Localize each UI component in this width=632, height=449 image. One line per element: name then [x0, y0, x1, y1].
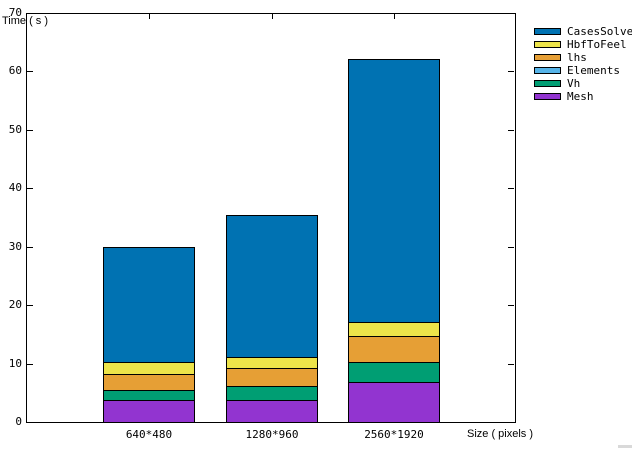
bar-segment-vh-640*480 — [103, 390, 195, 401]
legend-swatch-icon — [534, 41, 561, 48]
y-tick-right — [508, 71, 514, 72]
legend-label: HbfToFeel — [567, 38, 627, 51]
legend-label: Elements — [567, 64, 620, 77]
y-tick-label: 0 — [15, 415, 22, 428]
y-tick-right — [508, 247, 514, 248]
y-tick-label: 10 — [8, 357, 22, 370]
bar-segment-mesh-1280*960 — [226, 400, 318, 423]
bar-segment-mesh-640*480 — [103, 400, 195, 423]
y-tick-right — [508, 422, 514, 423]
y-tick-right — [508, 13, 514, 14]
y-tick-label: 60 — [8, 64, 22, 77]
y-tick-left — [27, 188, 33, 189]
y-tick-label: 70 — [8, 6, 22, 19]
x-category-label: 1280*960 — [245, 428, 299, 441]
y-tick-left — [27, 305, 33, 306]
y-tick-right — [508, 305, 514, 306]
bar-segment-casessolve-1280*960 — [226, 215, 318, 358]
x-tick-top — [149, 14, 150, 19]
y-tick-left — [27, 247, 33, 248]
legend-label: Mesh — [567, 90, 594, 103]
x-axis-label: Size ( pixels ) — [467, 428, 534, 440]
bar-segment-lhs-640*480 — [103, 374, 195, 391]
bar-segment-casessolve-2560*1920 — [348, 59, 440, 323]
y-tick-left — [27, 364, 33, 365]
bar-segment-casessolve-640*480 — [103, 247, 195, 363]
legend-label: Vh — [567, 77, 581, 90]
x-category-label: 2560*1920 — [364, 428, 424, 441]
y-tick-label: 40 — [8, 181, 22, 194]
y-axis-label: Time ( s ) — [2, 15, 49, 27]
y-tick-left — [27, 71, 33, 72]
legend-label: CasesSolve — [567, 25, 632, 38]
bar-segment-hbftofeel-1280*960 — [226, 357, 318, 369]
legend-swatch-icon — [534, 93, 561, 100]
y-tick-label: 20 — [8, 298, 22, 311]
y-tick-right — [508, 364, 514, 365]
bar-segment-lhs-2560*1920 — [348, 336, 440, 363]
x-tick-top — [394, 14, 395, 19]
bar-segment-vh-2560*1920 — [348, 362, 440, 383]
y-tick-label: 30 — [8, 240, 22, 253]
legend-swatch-icon — [534, 54, 561, 61]
y-tick-label: 50 — [8, 123, 22, 136]
bar-segment-mesh-2560*1920 — [348, 382, 440, 423]
y-tick-right — [508, 188, 514, 189]
y-tick-left — [27, 130, 33, 131]
y-tick-right — [508, 130, 514, 131]
legend-swatch-icon — [534, 67, 561, 74]
bar-segment-vh-1280*960 — [226, 386, 318, 401]
y-tick-left — [27, 13, 33, 14]
legend-swatch-icon — [534, 28, 561, 35]
bar-segment-hbftofeel-640*480 — [103, 362, 195, 375]
legend-swatch-icon — [534, 80, 561, 87]
bar-segment-hbftofeel-2560*1920 — [348, 322, 440, 337]
scrollbar-fragment — [618, 445, 632, 448]
bar-segment-lhs-1280*960 — [226, 368, 318, 387]
y-tick-left — [27, 422, 33, 423]
legend-label: lhs — [567, 51, 587, 64]
x-category-label: 640*480 — [125, 428, 173, 441]
x-tick-top — [272, 14, 273, 19]
